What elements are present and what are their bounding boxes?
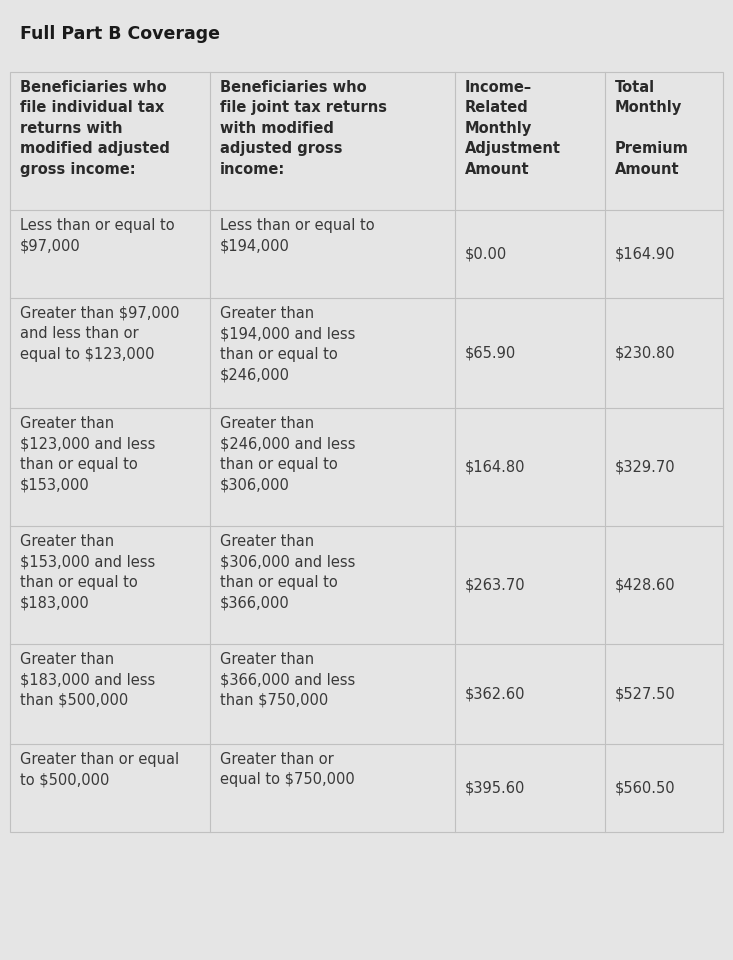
Bar (10, 72, 723, 832)
Text: $164.90: $164.90 (615, 247, 676, 261)
Text: Greater than $97,000
and less than or
equal to $123,000: Greater than $97,000 and less than or eq… (20, 306, 180, 362)
Text: Total
Monthly
 
Premium
Amount: Total Monthly Premium Amount (615, 80, 689, 177)
Text: $395.60: $395.60 (465, 780, 526, 796)
Text: Greater than or equal
to $500,000: Greater than or equal to $500,000 (20, 752, 179, 787)
Text: $527.50: $527.50 (615, 686, 676, 702)
Text: Greater than
$366,000 and less
than $750,000: Greater than $366,000 and less than $750… (220, 652, 356, 708)
Text: $329.70: $329.70 (615, 460, 676, 474)
Text: Greater than or
equal to $750,000: Greater than or equal to $750,000 (220, 752, 355, 787)
Text: Greater than
$153,000 and less
than or equal to
$183,000: Greater than $153,000 and less than or e… (20, 534, 155, 611)
Text: $230.80: $230.80 (615, 346, 676, 361)
Text: Full Part B Coverage: Full Part B Coverage (20, 25, 220, 43)
Text: $65.90: $65.90 (465, 346, 516, 361)
Text: $164.80: $164.80 (465, 460, 526, 474)
Text: Beneficiaries who
file joint tax returns
with modified
adjusted gross
income:: Beneficiaries who file joint tax returns… (220, 80, 387, 177)
Text: $263.70: $263.70 (465, 578, 526, 592)
Text: $560.50: $560.50 (615, 780, 676, 796)
Text: Greater than
$306,000 and less
than or equal to
$366,000: Greater than $306,000 and less than or e… (220, 534, 356, 611)
Text: Less than or equal to
$97,000: Less than or equal to $97,000 (20, 218, 174, 253)
Text: Greater than
$246,000 and less
than or equal to
$306,000: Greater than $246,000 and less than or e… (220, 416, 356, 492)
Text: Greater than
$194,000 and less
than or equal to
$246,000: Greater than $194,000 and less than or e… (220, 306, 356, 382)
Text: Beneficiaries who
file individual tax
returns with
modified adjusted
gross incom: Beneficiaries who file individual tax re… (20, 80, 170, 177)
Text: $0.00: $0.00 (465, 247, 507, 261)
Text: $428.60: $428.60 (615, 578, 676, 592)
Text: Income–
Related
Monthly
Adjustment
Amount: Income– Related Monthly Adjustment Amoun… (465, 80, 561, 177)
Text: Greater than
$183,000 and less
than $500,000: Greater than $183,000 and less than $500… (20, 652, 155, 708)
Text: Greater than
$123,000 and less
than or equal to
$153,000: Greater than $123,000 and less than or e… (20, 416, 155, 492)
Text: $362.60: $362.60 (465, 686, 526, 702)
Text: Less than or equal to
$194,000: Less than or equal to $194,000 (220, 218, 375, 253)
